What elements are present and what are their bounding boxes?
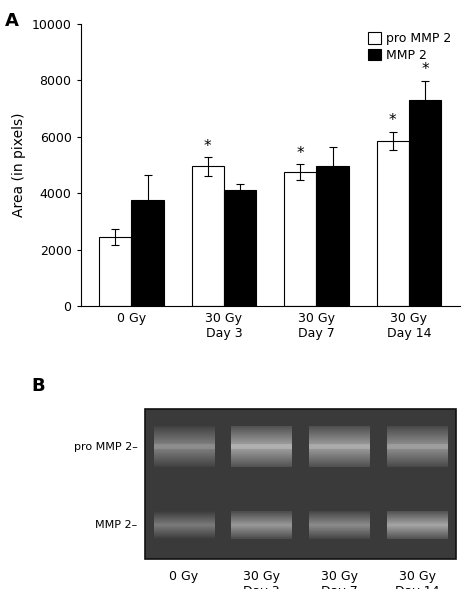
Bar xyxy=(317,166,349,306)
Text: *: * xyxy=(296,145,304,161)
Text: 30 Gy
Day 7: 30 Gy Day 7 xyxy=(321,570,358,589)
Text: 30 Gy
Day 3: 30 Gy Day 3 xyxy=(243,570,280,589)
Text: 30 Gy
Day 14: 30 Gy Day 14 xyxy=(395,570,439,589)
Bar xyxy=(224,190,256,306)
Text: *: * xyxy=(421,62,429,77)
Text: MMP 2–: MMP 2– xyxy=(95,520,137,530)
Text: *: * xyxy=(389,114,397,128)
Bar xyxy=(131,200,164,306)
Bar xyxy=(191,166,224,306)
Bar xyxy=(409,100,441,306)
Text: *: * xyxy=(204,138,211,154)
Bar xyxy=(145,409,456,559)
Text: 0 Gy: 0 Gy xyxy=(169,570,199,583)
Text: pro MMP 2–: pro MMP 2– xyxy=(73,442,137,452)
Y-axis label: Area (in pixels): Area (in pixels) xyxy=(12,112,26,217)
Legend: pro MMP 2, MMP 2: pro MMP 2, MMP 2 xyxy=(366,30,454,65)
Bar xyxy=(99,237,131,306)
Bar xyxy=(376,141,409,306)
Text: B: B xyxy=(31,376,45,395)
Bar xyxy=(284,172,317,306)
Text: A: A xyxy=(5,12,18,30)
